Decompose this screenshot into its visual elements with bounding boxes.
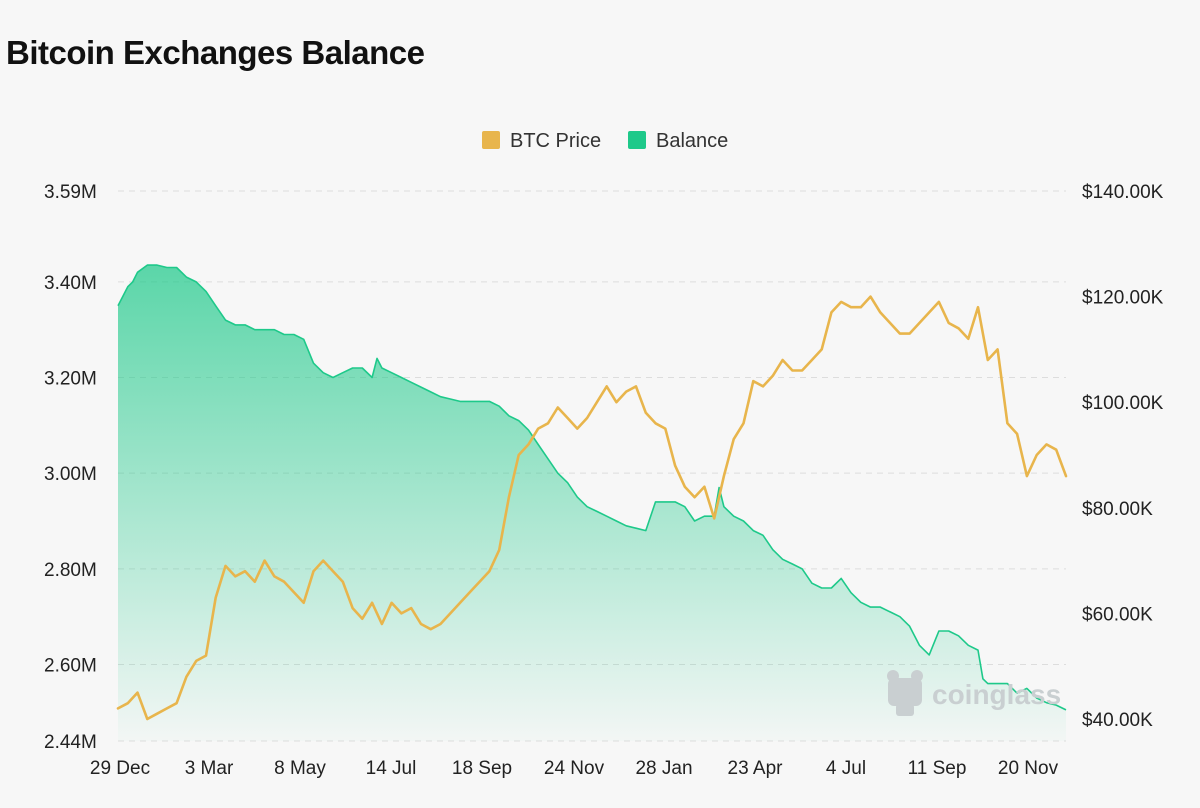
right-tick-label: $80.00K [1082,499,1153,520]
x-tick-label: 8 May [274,758,326,779]
legend-item-btc-price[interactable]: BTC Price [482,130,601,152]
price-line-layer [116,295,1068,721]
left-tick-label: 3.59M [44,182,97,203]
x-tick-label: 23 Apr [728,758,784,779]
x-tick-label: 24 Nov [544,758,605,779]
left-tick-label: 2.60M [44,655,97,676]
legend-item-balance[interactable]: Balance [628,130,728,152]
right-axis-ticks: $140.00K $120.00K $100.00K $80.00K $60.00K $4… [1082,182,1164,731]
right-tick-label: $140.00K [1082,182,1164,203]
balance-area-layer [117,264,1067,741]
x-tick-label: 4 Jul [826,758,866,779]
x-tick-label: 20 Nov [998,758,1059,779]
left-tick-label: 2.44M [44,732,97,753]
coinglass-logo-icon [887,670,923,716]
legend: BTC Price Balance [482,130,728,152]
left-tick-label: 3.00M [44,464,97,485]
coinglass-watermark: coinglass [887,670,1061,716]
right-tick-label: $120.00K [1082,288,1164,309]
legend-swatch-balance [628,131,646,149]
balance-line[interactable] [117,264,1067,711]
legend-swatch-btc-price [482,131,500,149]
legend-label-btc-price: BTC Price [510,130,601,152]
left-tick-label: 3.40M [44,273,97,294]
balance-area [118,265,1066,741]
watermark-text: coinglass [932,679,1061,710]
left-tick-label: 3.20M [44,369,97,390]
x-tick-label: 3 Mar [185,758,234,779]
right-tick-label: $40.00K [1082,710,1153,731]
btc-price-line[interactable] [116,295,1068,721]
x-axis-ticks: 29 Dec 3 Mar 8 May 14 Jul 18 Sep 24 Nov 28 Jan… [90,758,1059,779]
page-title: Bitcoin Exchanges Balance [6,34,425,71]
right-tick-label: $60.00K [1082,604,1153,625]
x-tick-label: 11 Sep [908,758,967,779]
x-tick-label: 29 Dec [90,758,150,779]
x-tick-label: 18 Sep [452,758,512,779]
left-tick-label: 2.80M [44,560,97,581]
x-tick-label: 28 Jan [635,758,692,779]
legend-label-balance: Balance [656,130,728,152]
x-tick-label: 14 Jul [366,758,417,779]
right-tick-label: $100.00K [1082,393,1164,414]
left-axis-ticks: 3.59M 3.40M 3.20M 3.00M 2.80M 2.60M 2.44M [44,182,97,753]
